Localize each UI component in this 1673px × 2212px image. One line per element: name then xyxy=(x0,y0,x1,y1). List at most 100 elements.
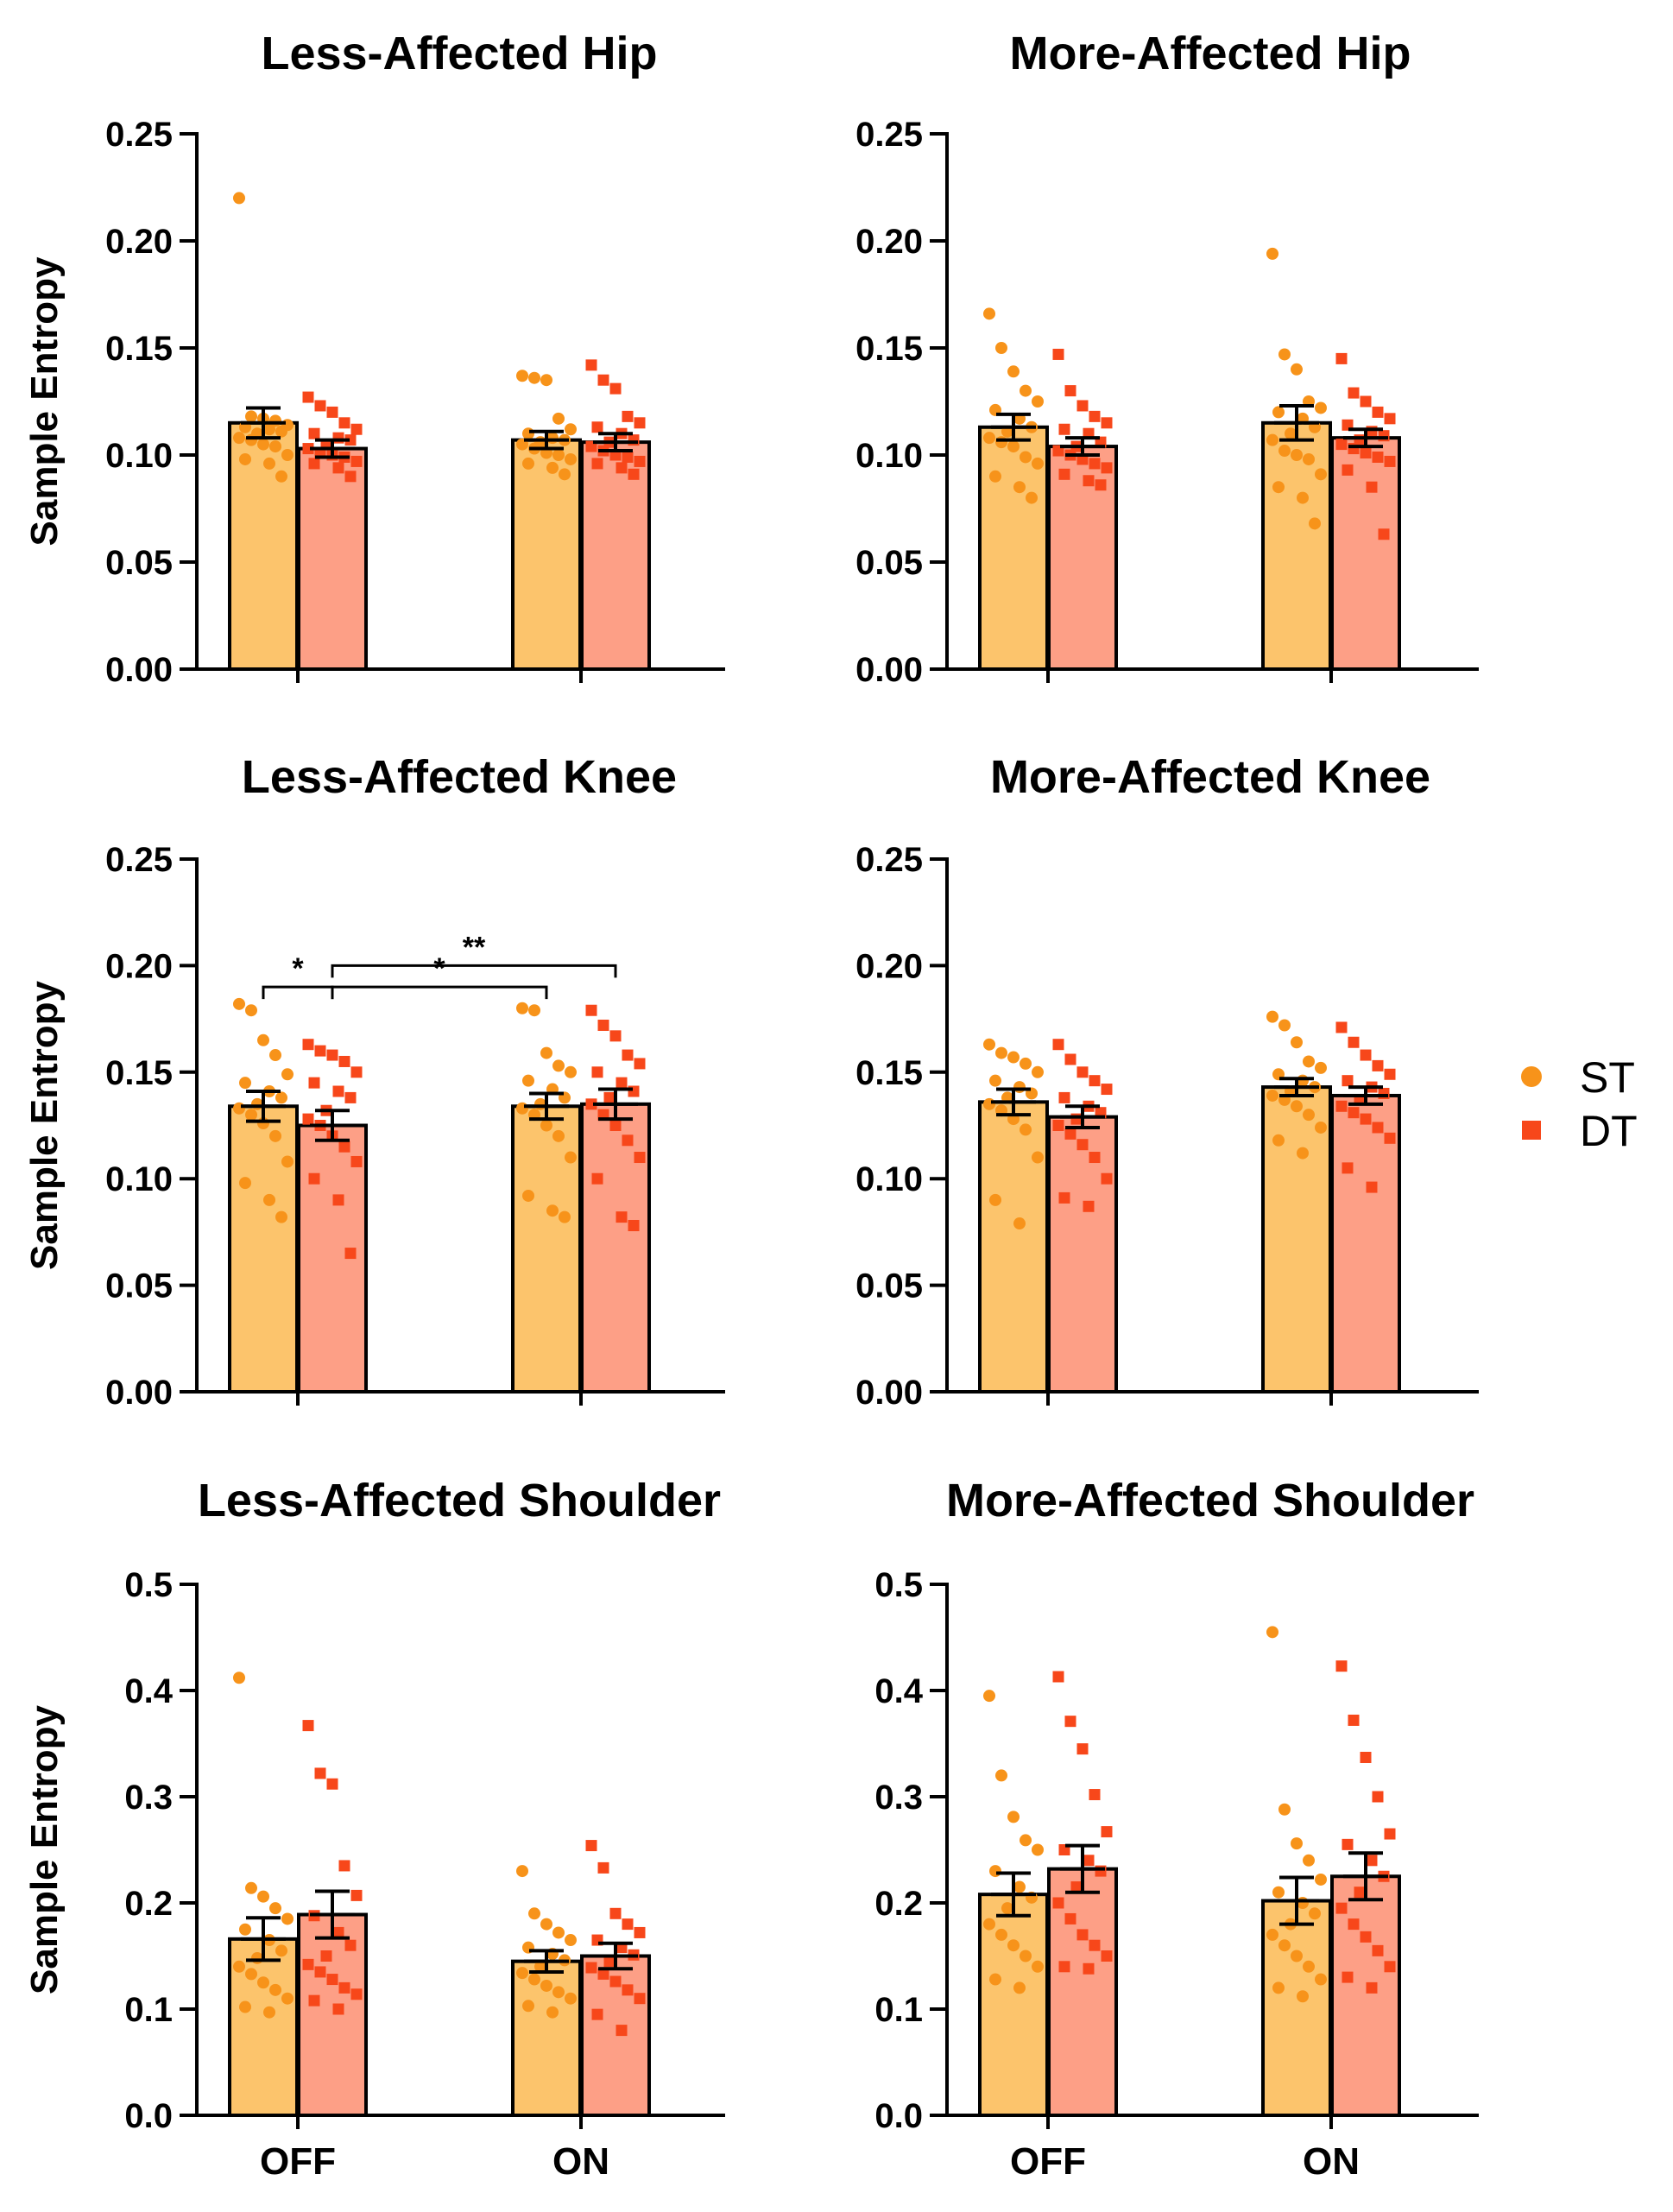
data-point-dt xyxy=(1335,1660,1348,1672)
data-point-dt xyxy=(585,1962,597,1974)
y-tick-label: 0.05 xyxy=(105,544,173,582)
data-point-st xyxy=(233,997,245,1010)
bar-st-on xyxy=(1261,420,1332,671)
data-point-dt xyxy=(1348,1036,1360,1048)
data-point-dt xyxy=(622,1049,634,1061)
data-point-dt xyxy=(338,1141,350,1153)
data-point-st xyxy=(239,2000,251,2013)
data-point-st xyxy=(1020,1123,1032,1136)
data-point-dt xyxy=(628,1085,640,1097)
data-point-st xyxy=(540,1979,552,1992)
data-point-st xyxy=(1297,1990,1309,2003)
bar-dt-off xyxy=(1047,1867,1118,2117)
data-point-st xyxy=(546,432,559,445)
data-point-dt xyxy=(616,2025,628,2037)
data-point-st xyxy=(281,1912,294,1925)
data-point-st xyxy=(239,1923,251,1936)
data-point-dt xyxy=(1095,479,1107,491)
data-point-st xyxy=(275,1944,287,1957)
bar-st-off xyxy=(978,1100,1049,1394)
data-point-st xyxy=(565,1992,577,2005)
data-point-st xyxy=(263,1193,275,1206)
data-point-st xyxy=(552,412,565,425)
data-point-st xyxy=(1278,348,1291,361)
legend: ST DT xyxy=(1521,1053,1638,1155)
data-point-st xyxy=(559,468,571,481)
data-point-st xyxy=(1266,1010,1278,1023)
data-point-dt xyxy=(1348,1107,1360,1119)
y-tick-label: 0.3 xyxy=(874,1779,923,1817)
data-point-dt xyxy=(591,1172,603,1185)
data-point-st xyxy=(1291,449,1303,461)
significance-label: * xyxy=(292,952,304,985)
data-point-st xyxy=(565,1934,577,1947)
y-tick-label: 0.00 xyxy=(105,1374,173,1412)
chart-title: More-Affected Knee xyxy=(990,751,1430,803)
data-point-st xyxy=(565,1151,577,1164)
data-point-dt xyxy=(332,462,344,474)
data-point-st xyxy=(245,1881,257,1894)
data-point-st xyxy=(1278,1019,1291,1032)
data-point-dt xyxy=(1076,1929,1089,1941)
data-point-st xyxy=(1266,433,1278,446)
data-point-st xyxy=(552,1129,565,1142)
data-point-st xyxy=(1272,1981,1285,1994)
data-point-st xyxy=(1291,1950,1303,1962)
data-point-st xyxy=(995,342,1007,354)
data-point-st xyxy=(1278,445,1291,458)
data-point-dt xyxy=(585,1840,597,1852)
data-point-st xyxy=(1032,1960,1044,1973)
data-point-st xyxy=(528,1004,540,1017)
data-point-dt xyxy=(1064,1128,1076,1140)
data-point-dt xyxy=(1335,352,1348,364)
data-point-st xyxy=(1278,1939,1291,1952)
data-point-dt xyxy=(1064,1716,1076,1728)
data-point-dt xyxy=(1064,1912,1076,1924)
data-point-dt xyxy=(332,1085,344,1097)
data-point-dt xyxy=(1058,1961,1070,1973)
data-point-st xyxy=(263,457,275,470)
data-point-st xyxy=(1007,365,1020,378)
data-point-dt xyxy=(634,1058,646,1070)
data-point-st xyxy=(1272,1886,1285,1899)
data-point-dt xyxy=(1335,439,1348,451)
chart-panel-4: More-Affected Knee 0.00 0.05 0.10 0.15 0.20 0.… xyxy=(855,751,1479,1412)
data-point-st xyxy=(546,1204,559,1217)
data-point-dt xyxy=(1360,1049,1372,1061)
data-point-st xyxy=(281,1155,294,1168)
bar-dt-on xyxy=(580,1102,651,1394)
y-tick-label: 0.5 xyxy=(874,1566,923,1604)
data-point-dt xyxy=(1089,1789,1101,1801)
data-point-st xyxy=(275,470,287,483)
data-point-st xyxy=(1020,384,1032,397)
data-point-dt xyxy=(326,406,338,418)
data-point-st xyxy=(1020,451,1032,464)
data-point-dt xyxy=(1083,1962,1095,1975)
data-point-dt xyxy=(1372,406,1384,418)
data-point-st xyxy=(263,423,275,436)
data-point-st xyxy=(1303,1109,1315,1122)
data-point-dt xyxy=(1384,455,1396,467)
data-point-st xyxy=(233,1102,245,1115)
data-point-st xyxy=(995,1769,1007,1782)
chart-title: Less-Affected Hip xyxy=(261,28,657,79)
significance-bracket xyxy=(331,964,617,978)
data-point-dt xyxy=(326,1778,338,1790)
data-point-st xyxy=(552,1926,565,1939)
legend-dt-label: DT xyxy=(1580,1107,1638,1155)
data-point-dt xyxy=(591,421,603,433)
data-point-st xyxy=(269,1049,281,1062)
data-point-st xyxy=(983,307,995,320)
data-point-st xyxy=(269,1129,281,1142)
data-point-dt xyxy=(628,434,640,446)
data-point-dt xyxy=(1360,447,1372,459)
data-point-dt xyxy=(634,1152,646,1164)
data-point-st xyxy=(1001,1902,1013,1915)
data-point-st xyxy=(540,1918,552,1931)
bar-dt-off xyxy=(1047,1115,1118,1394)
data-point-dt xyxy=(1378,528,1390,540)
data-point-dt xyxy=(1384,1132,1396,1144)
data-point-st xyxy=(1272,406,1285,419)
data-point-dt xyxy=(1348,387,1360,399)
data-point-dt xyxy=(597,374,609,386)
